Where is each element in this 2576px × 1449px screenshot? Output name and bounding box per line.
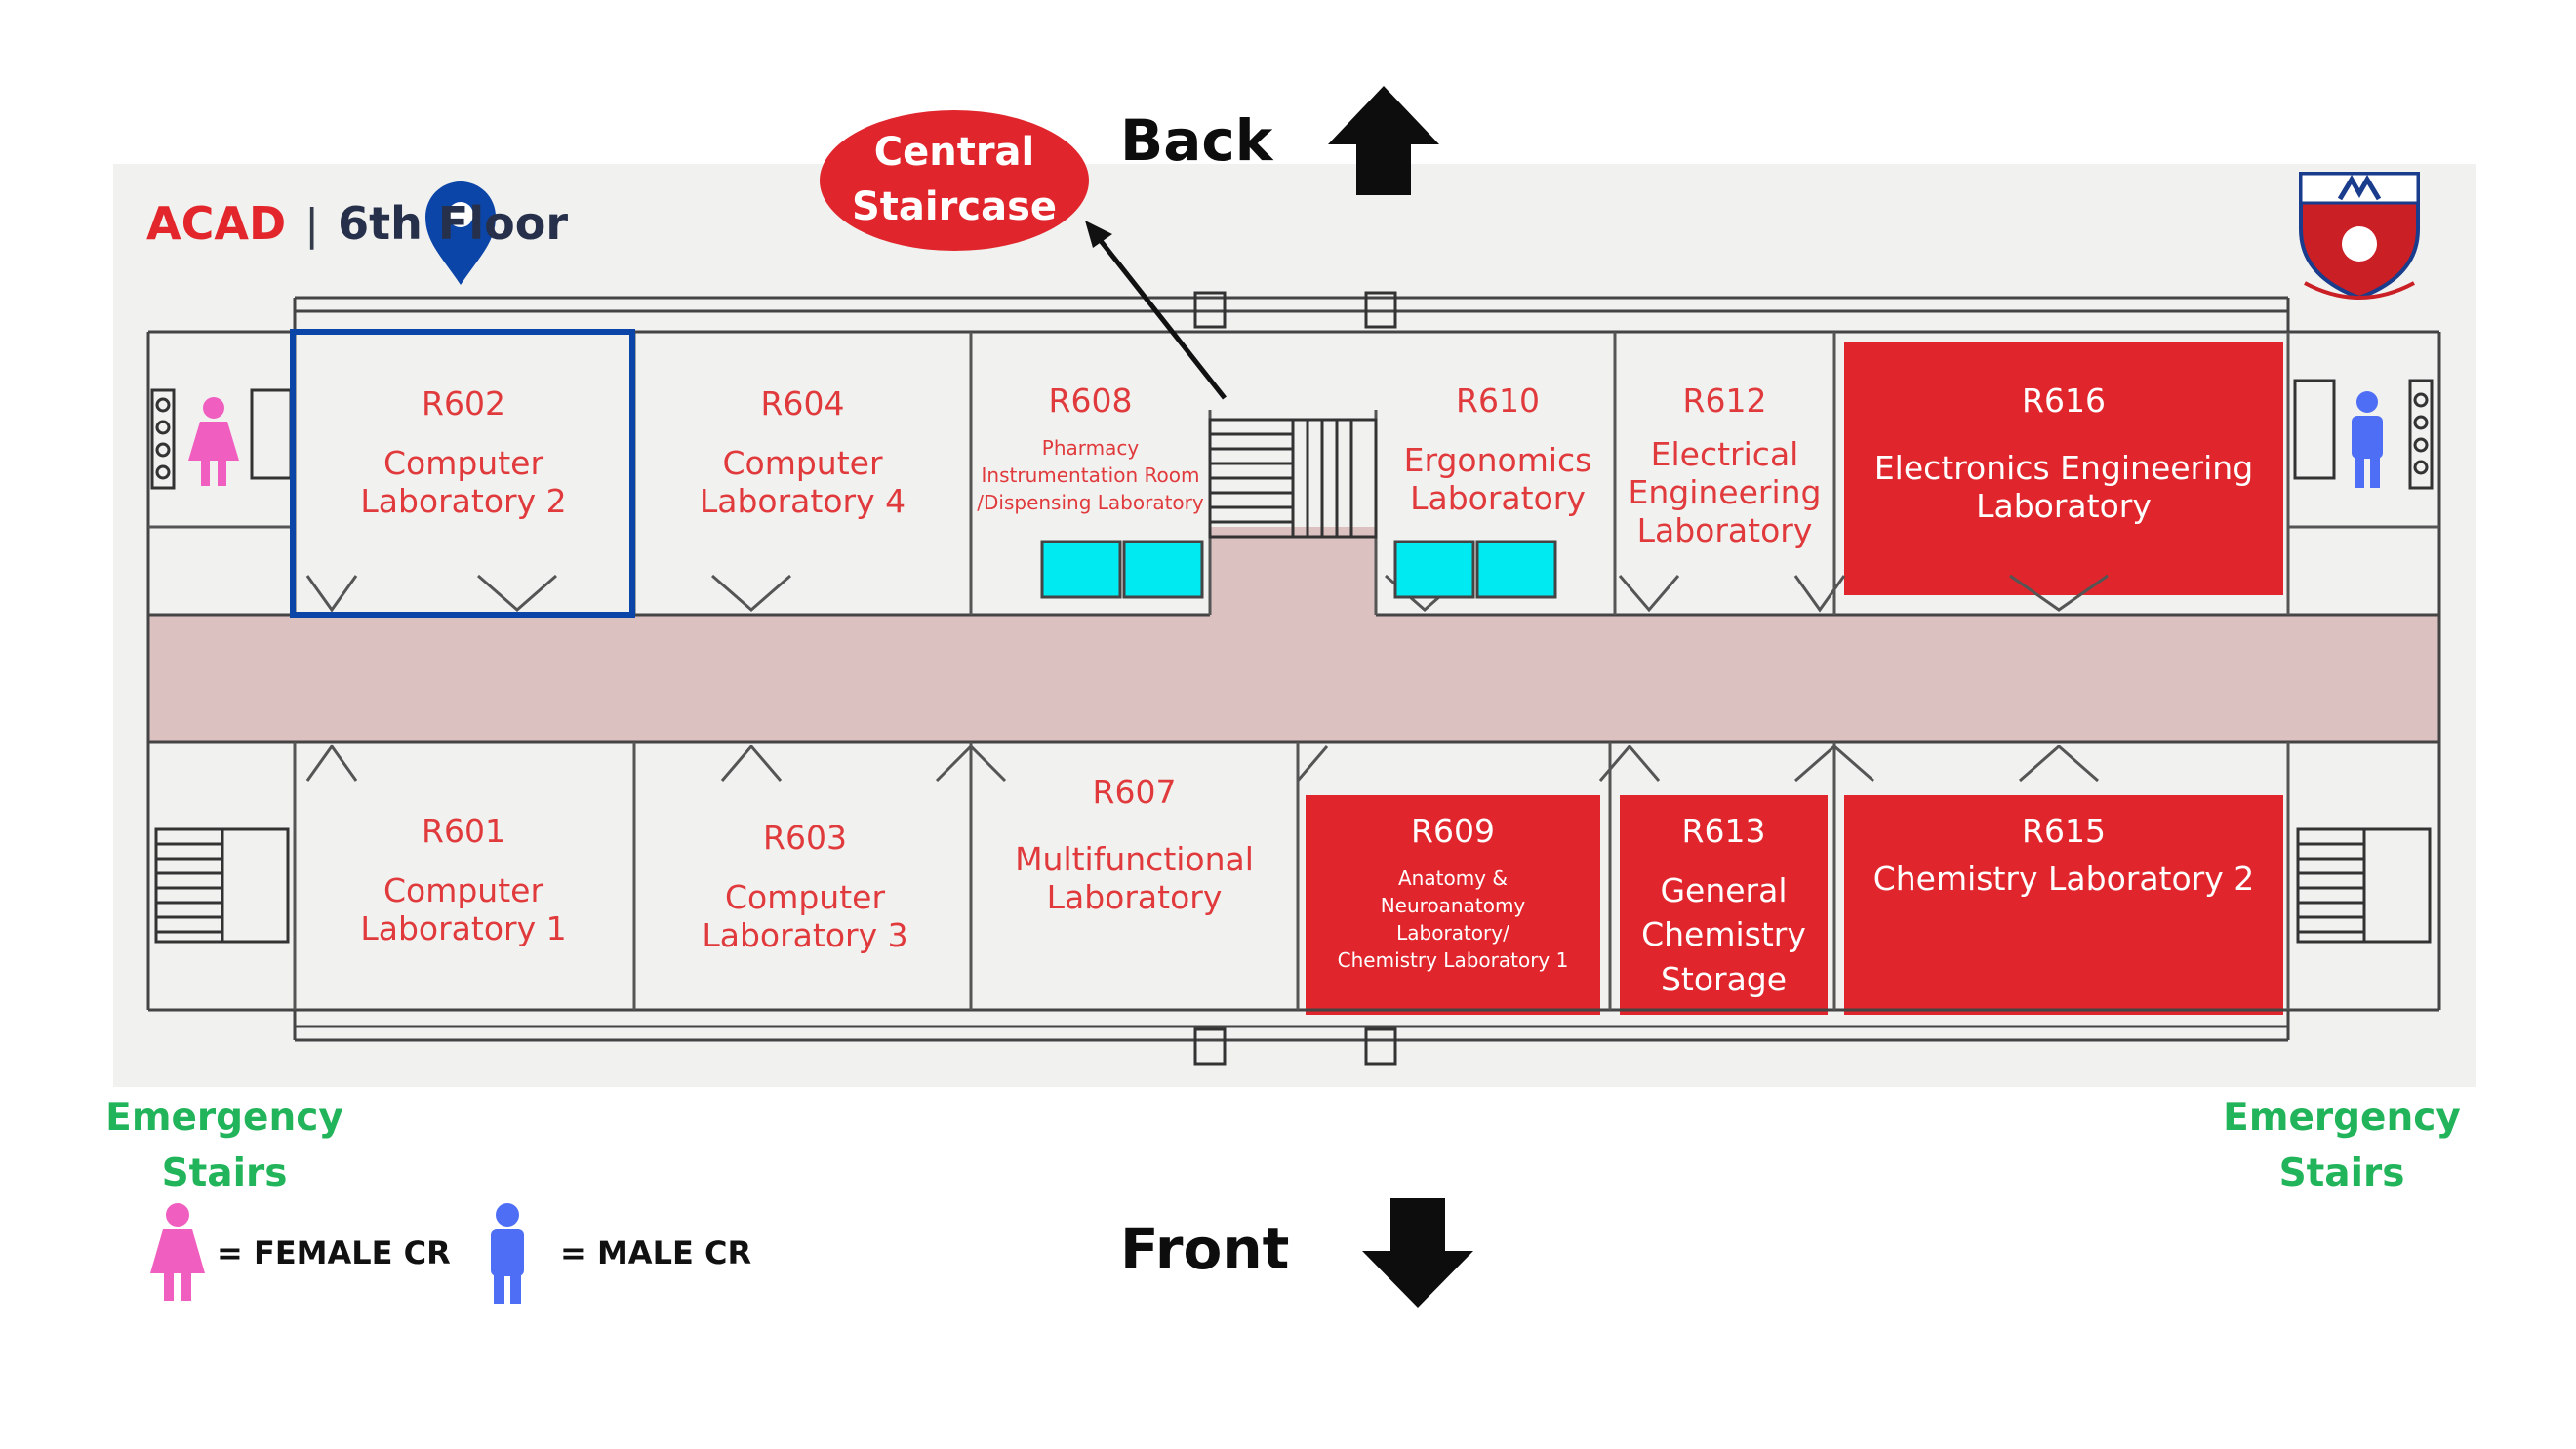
room-name: Electrical Engineering Laboratory: [1628, 434, 1822, 549]
legend-male-icon: [491, 1203, 524, 1304]
room-r612[interactable]: R612 Electrical Engineering Laboratory: [1620, 382, 1830, 550]
room-r603[interactable]: R603 Computer Laboratory 3: [644, 819, 966, 955]
room-number: R603: [763, 819, 847, 857]
room-name: Ergonomics Laboratory: [1403, 440, 1592, 517]
back-label: Back: [1120, 107, 1273, 174]
room-number: R601: [422, 812, 505, 850]
room-r616-fill: [1844, 342, 2283, 595]
room-r608[interactable]: R608 Pharmacy Instrumentation Room /Disp…: [976, 382, 1205, 516]
room-r607[interactable]: R607 Multifunctional Laboratory: [976, 773, 1293, 917]
selected-room-outline: [290, 329, 635, 618]
female-restroom-icon: [188, 397, 239, 486]
floor-title: ACAD | 6th Floor: [146, 197, 568, 250]
room-name: Multifunctional Laboratory: [1015, 839, 1254, 916]
central-staircase-drawing: [1193, 291, 1397, 1066]
central-stair-landing: [1210, 527, 1376, 624]
room-r609-fill: [1306, 795, 1600, 1015]
room-number: R610: [1456, 382, 1540, 420]
central-staircase-badge: [820, 110, 1089, 251]
room-name: Computer Laboratory 1: [360, 870, 567, 947]
room-r615-fill: [1844, 795, 2283, 1015]
room-r613[interactable]: R613 General Chemistry Storage: [1620, 812, 1828, 1002]
title-separator: |: [304, 200, 320, 250]
male-restroom-icon: [2352, 391, 2383, 488]
room-number: R602: [422, 384, 505, 423]
room-name: Pharmacy Instrumentation Room /Dispensin…: [977, 435, 1204, 514]
room-r604[interactable]: R604 Computer Laboratory 4: [644, 384, 961, 521]
emergency-stairs-right-label: Emergency Stairs: [2223, 1096, 2461, 1195]
room-number: R609: [1411, 812, 1495, 850]
room-name: Computer Laboratory 2: [360, 443, 567, 520]
arrow-up-icon: [1328, 86, 1439, 195]
partitions-bottom: [293, 742, 2290, 1010]
central-staircase-label: Central Staircase: [852, 130, 1057, 229]
room-number: R612: [1682, 382, 1767, 420]
building-name: ACAD: [146, 197, 287, 250]
legend-male-label: = MALE CR: [560, 1234, 752, 1271]
front-label: Front: [1120, 1216, 1290, 1282]
arrow-down-icon: [1362, 1198, 1473, 1308]
room-name: Computer Laboratory 4: [699, 443, 906, 520]
room-name: General Chemistry Storage: [1641, 870, 1806, 998]
room-r610[interactable]: R610 Ergonomics Laboratory: [1386, 382, 1610, 518]
emergency-stairs-left-label: Emergency Stairs: [105, 1096, 343, 1195]
school-crest-logo: [2299, 172, 2420, 301]
room-name: Chemistry Laboratory 2: [1872, 859, 2255, 898]
room-r616[interactable]: R616 Electronics Engineering Laboratory: [1844, 382, 2283, 526]
room-r602[interactable]: R602 Computer Laboratory 2: [298, 384, 629, 521]
room-r609[interactable]: R609 Anatomy & Neuroanatomy Laboratory/ …: [1306, 812, 1600, 974]
room-name: Computer Laboratory 3: [702, 877, 908, 954]
room-number: R607: [1092, 773, 1177, 811]
legend-female-icon: [150, 1203, 205, 1301]
room-number: R616: [2022, 382, 2106, 420]
room-number: R613: [1681, 812, 1766, 850]
legend-female-label: = FEMALE CR: [217, 1234, 451, 1271]
floor-name: 6th Floor: [338, 197, 569, 250]
room-name: Electronics Engineering Laboratory: [1873, 448, 2254, 525]
outer-walls: [146, 296, 2441, 1042]
emergency-stairs-drawing: [154, 827, 2432, 944]
map-pin-icon: [425, 181, 496, 285]
main-corridor: [148, 615, 2439, 742]
room-r615[interactable]: R615 Chemistry Laboratory 2: [1844, 812, 2283, 899]
lab-benches: [1040, 540, 1557, 599]
room-r601[interactable]: R601 Computer Laboratory 1: [298, 812, 629, 948]
room-number: R615: [2022, 812, 2106, 850]
room-number: R604: [760, 384, 845, 423]
room-number: R608: [1048, 382, 1133, 420]
staircase-pointer-arrow: [1085, 221, 1227, 400]
restroom-fixtures: [150, 379, 2434, 490]
room-name: Anatomy & Neuroanatomy Laboratory/ Chemi…: [1337, 865, 1569, 972]
room-r613-fill: [1620, 795, 1828, 1015]
